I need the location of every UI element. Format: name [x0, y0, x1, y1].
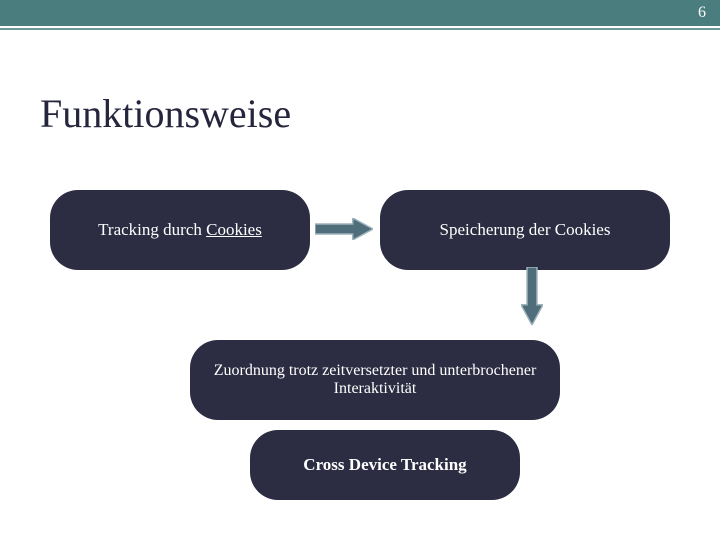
flowchart-arrow: [315, 218, 373, 240]
slide-title: Funktionsweise: [40, 90, 291, 137]
flowchart-node-label: Zuordnung trotz zeitversetzter und unter…: [206, 362, 544, 398]
flowchart-arrow: [521, 267, 543, 325]
flowchart-node: Tracking durch Cookies: [50, 190, 310, 270]
topbar: 6: [0, 0, 720, 32]
flowchart-node-label: Tracking durch Cookies: [98, 220, 262, 240]
flowchart-node: Cross Device Tracking: [250, 430, 520, 500]
flowchart-node: Speicherung der Cookies: [380, 190, 670, 270]
page-number: 6: [698, 4, 706, 22]
flowchart-node-label: Cross Device Tracking: [303, 455, 466, 475]
flowchart-node-label: Speicherung der Cookies: [440, 220, 611, 240]
topbar-main-band: [0, 0, 720, 26]
slide: 6 Funktionsweise Tracking durch Cookies S…: [0, 0, 720, 540]
flowchart-node: Zuordnung trotz zeitversetzter und unter…: [190, 340, 560, 420]
topbar-thin-band: [0, 28, 720, 30]
